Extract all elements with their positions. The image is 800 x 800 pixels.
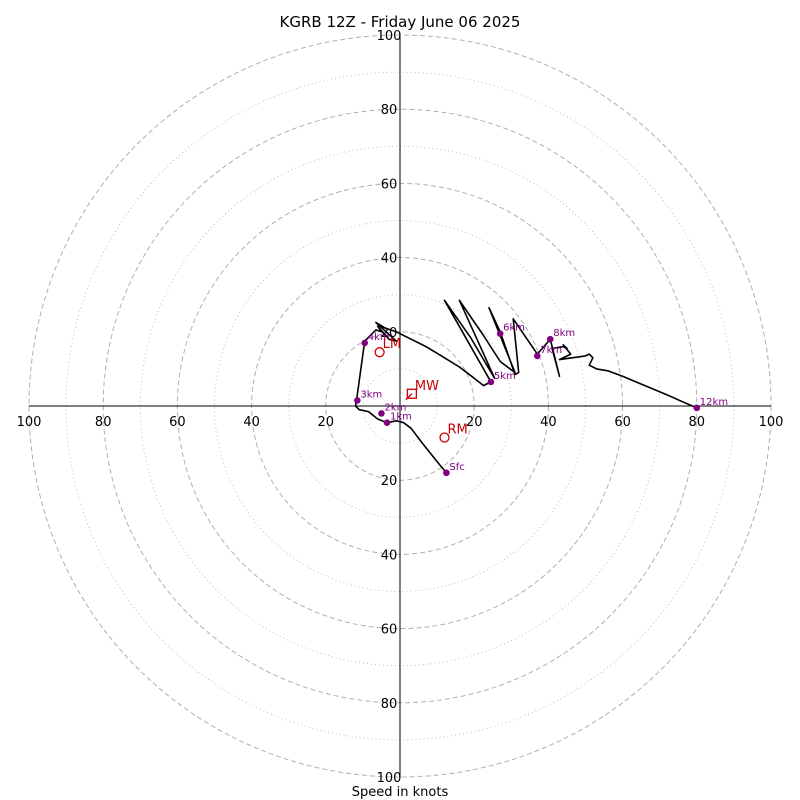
- motion-label-lm: LM: [383, 337, 401, 352]
- level-label-4km: 4km: [368, 332, 390, 343]
- x-tick-label-pos-20: 20: [466, 415, 483, 430]
- level-label-8km: 8km: [553, 328, 575, 339]
- storm-motion-markers: LM RM MW: [374, 337, 468, 443]
- x-tick-label-pos-60: 60: [614, 415, 631, 430]
- level-label-2km: 2km: [384, 402, 406, 413]
- level-point-3km: [354, 397, 361, 404]
- x-tick-label-pos-80: 80: [689, 415, 706, 430]
- x-tick-label-neg-20: 20: [318, 415, 335, 430]
- x-tick-label-neg-40: 40: [243, 415, 260, 430]
- level-label-7km: 7km: [540, 345, 562, 356]
- level-point-7km: [533, 352, 541, 360]
- hodograph-trace: [354, 299, 698, 474]
- tick-labels: 20 20 20 20 40 40 40 40 60 60 60 60 80 80 80 80 100 100 10…: [17, 29, 784, 786]
- motion-marker-mw: [406, 388, 418, 399]
- y-tick-label-pos-80: 80: [381, 103, 398, 118]
- level-point-4km: [361, 339, 369, 347]
- level-point-1km: [383, 419, 391, 426]
- level-point-6km: [496, 330, 504, 337]
- x-tick-label-neg-100: 100: [17, 415, 42, 430]
- level-label-12km: 12km: [700, 397, 728, 408]
- level-label-5km: 5km: [494, 371, 516, 382]
- level-point-2km: [378, 410, 385, 417]
- level-point-8km: [546, 335, 554, 343]
- y-tick-label-pos-100: 100: [377, 29, 402, 44]
- level-label-sfc: Sfc: [449, 462, 464, 473]
- level-label-6km: 6km: [503, 323, 525, 334]
- y-tick-label-neg-20: 20: [381, 474, 398, 489]
- x-tick-label-pos-40: 40: [540, 415, 557, 430]
- axes: [29, 35, 771, 777]
- y-tick-label-neg-40: 40: [381, 548, 398, 563]
- x-axis-label: Speed in knots: [352, 785, 449, 800]
- level-point-5km: [487, 378, 495, 386]
- motion-marker-rm: [439, 432, 450, 443]
- y-tick-label-neg-100: 100: [377, 771, 402, 786]
- motion-arrow-mw: [405, 393, 413, 401]
- y-tick-label-pos-60: 60: [381, 177, 398, 192]
- y-tick-label-pos-40: 40: [381, 252, 398, 267]
- x-tick-label-neg-80: 80: [95, 415, 112, 430]
- hodograph-trace-group: [354, 299, 698, 474]
- motion-label-mw: MW: [415, 379, 439, 394]
- x-tick-label-neg-60: 60: [169, 415, 186, 430]
- y-tick-label-pos-20: 20: [381, 326, 398, 341]
- level-point-sfc: [443, 469, 450, 477]
- level-label-1km: 1km: [390, 412, 412, 423]
- motion-label-rm: RM: [448, 423, 468, 438]
- level-point-12km: [693, 404, 701, 412]
- x-tick-label-pos-100: 100: [759, 415, 784, 430]
- level-label-3km: 3km: [360, 389, 382, 400]
- chart-title: KGRB 12Z - Friday June 06 2025: [280, 13, 521, 31]
- y-tick-label-neg-80: 80: [381, 697, 398, 712]
- y-tick-label-neg-60: 60: [381, 623, 398, 638]
- motion-marker-lm: [374, 347, 385, 358]
